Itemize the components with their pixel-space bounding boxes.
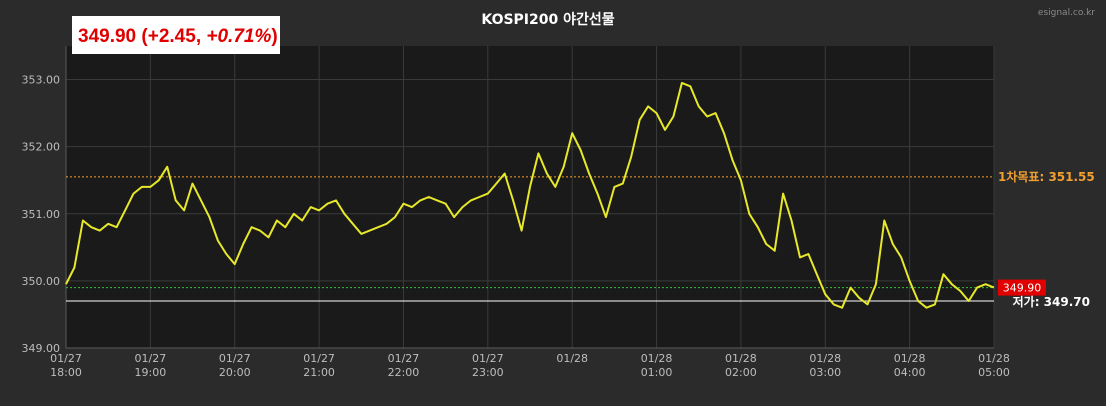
ticker-close-paren: ) [271, 26, 277, 47]
x-tick-time: 03:00 [809, 366, 841, 379]
last-price-label: 349.90 [1003, 282, 1042, 295]
x-tick-date: 01/28 [641, 352, 673, 365]
series-line [65, 81, 995, 309]
target-label: 1차목표: 351.55 [998, 169, 1095, 184]
y-tick-label: 353.00 [22, 74, 61, 87]
x-tick-time: 05:00 [978, 366, 1010, 379]
x-tick-date: 01/28 [725, 352, 757, 365]
chart-title: KOSPI200 야간선물 [481, 11, 614, 28]
ticker-percent: +0.71% [206, 26, 271, 47]
y-tick-label: 349.00 [22, 342, 61, 355]
x-tick-time: 01:00 [641, 366, 673, 379]
x-tick-time: 04:00 [894, 366, 926, 379]
watermark: esignal.co.kr [1038, 8, 1095, 18]
x-tick-time: 19:00 [135, 366, 167, 379]
x-tick-date: 01/27 [50, 352, 82, 365]
x-tick-time: 21:00 [303, 366, 335, 379]
x-tick-date: 01/27 [388, 352, 420, 365]
plot-area [66, 46, 994, 348]
ticker-text: 349.90 (+2.45, +0.71%) [78, 26, 278, 47]
x-tick-time: 20:00 [219, 366, 251, 379]
series-layer: 349.90 [65, 81, 1046, 309]
reference-lines: 1차목표: 351.55 저가: 349.70 [66, 169, 1095, 309]
x-tick-date: 01/28 [978, 352, 1010, 365]
grid-lines [65, 46, 995, 349]
x-tick-date: 01/28 [809, 352, 841, 365]
x-tick-date: 01/27 [303, 352, 335, 365]
x-tick-date: 01/28 [556, 352, 588, 365]
x-tick-time: 22:00 [388, 366, 420, 379]
ticker-open-paren: ( [136, 26, 148, 47]
x-tick-time: 02:00 [725, 366, 757, 379]
x-tick-time: 18:00 [50, 366, 82, 379]
x-tick-date: 01/27 [472, 352, 504, 365]
ticker-box: 349.90 (+2.45, +0.71%) [72, 16, 280, 54]
x-tick-time: 23:00 [472, 366, 504, 379]
ticker-change: +2.45 [148, 26, 197, 47]
x-tick-date: 01/27 [135, 352, 167, 365]
ticker-comma: , [196, 26, 207, 47]
x-tick-date: 01/27 [219, 352, 251, 365]
ticker-price: 349.90 [78, 26, 136, 47]
last-price-box [998, 279, 1046, 296]
low-price-label: 저가: 349.70 [1013, 294, 1090, 309]
ticker-background [72, 16, 280, 54]
y-tick-label: 350.00 [22, 275, 61, 288]
x-tick-date: 01/28 [894, 352, 926, 365]
axis-labels: 349.00350.00351.00352.00353.0001/2718:00… [22, 74, 1010, 379]
y-tick-label: 352.00 [22, 141, 61, 154]
y-tick-label: 351.00 [22, 208, 61, 221]
